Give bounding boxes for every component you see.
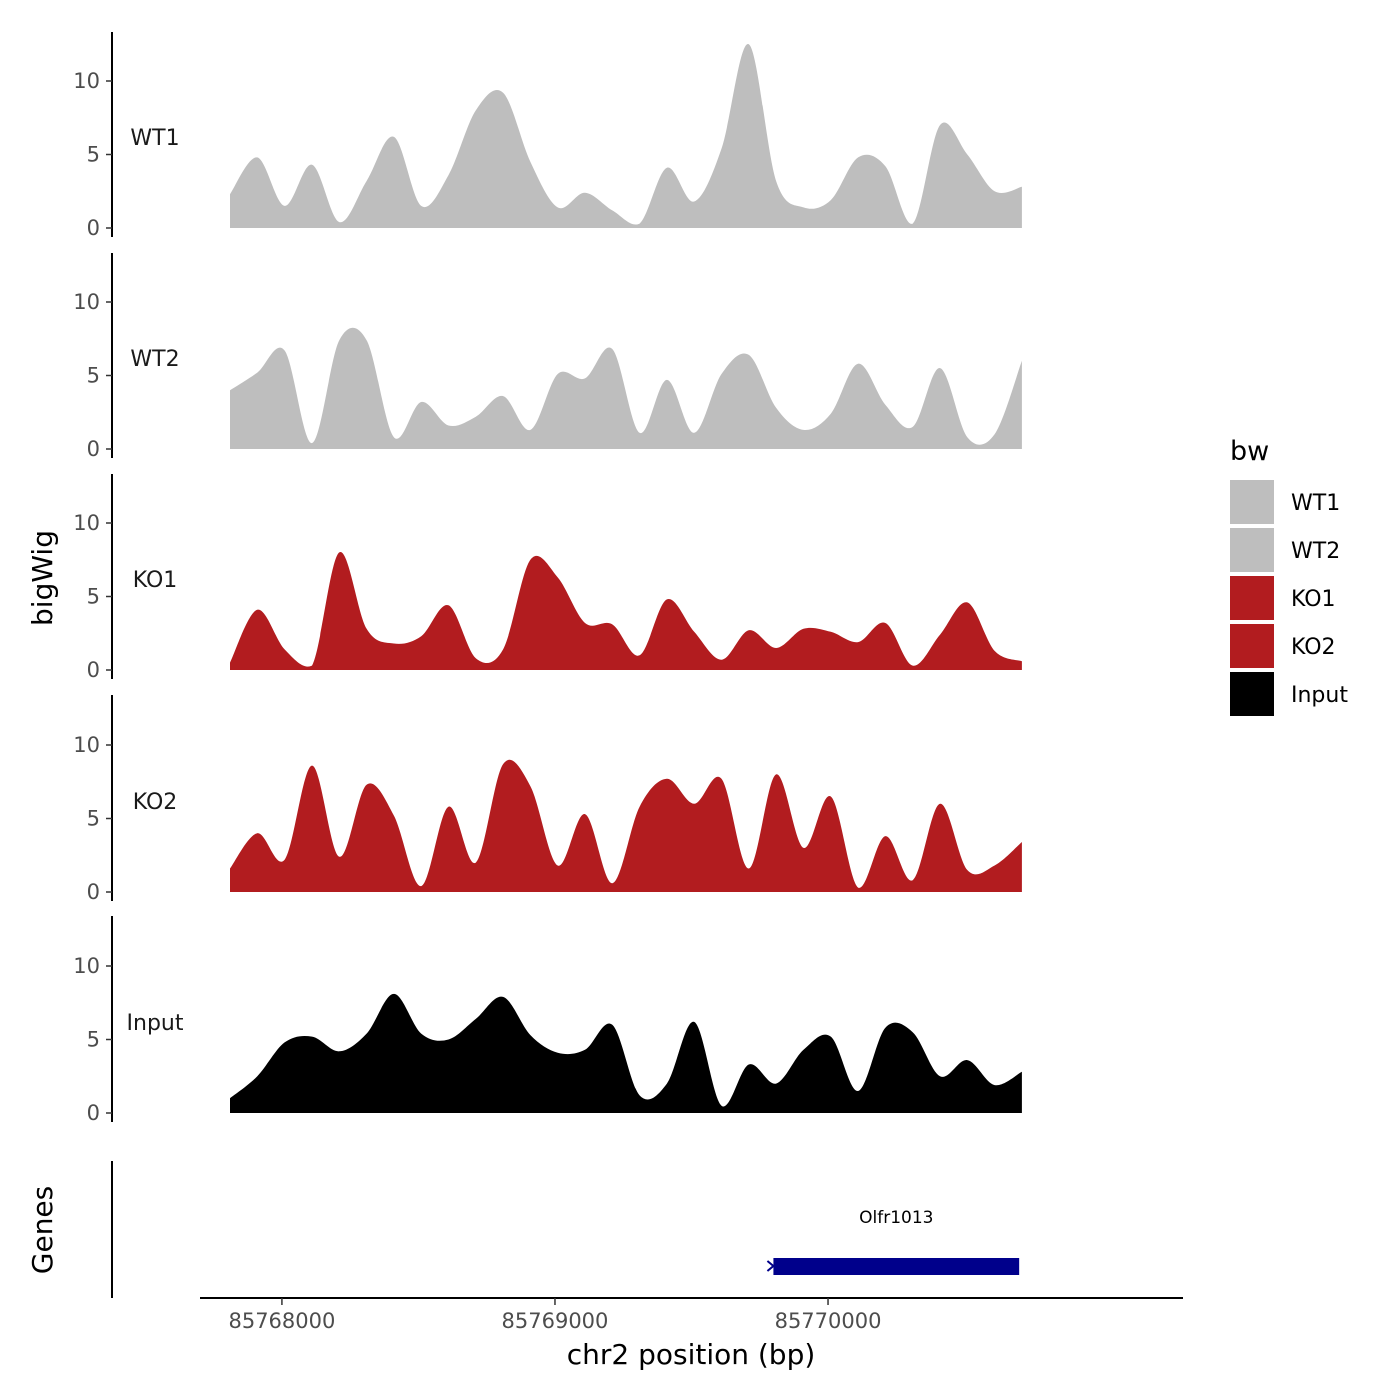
x-ticks: 85768000 85769000 85770000 — [228, 1298, 881, 1333]
signal-area-ko2 — [230, 759, 1022, 892]
legend-items: WT1 WT2 KO1 KO2 Input — [1230, 480, 1348, 716]
genes-axis-title: Genes — [26, 1186, 59, 1274]
track-label: KO1 — [133, 568, 178, 593]
track-label: WT1 — [130, 126, 179, 151]
legend-key-wt2 — [1230, 528, 1274, 572]
y-tick-label: 5 — [87, 143, 100, 167]
gene-body — [773, 1258, 1020, 1275]
y-tick-label: 10 — [73, 733, 100, 757]
legend-key-input — [1230, 672, 1274, 716]
y-tick-label: 0 — [87, 880, 100, 904]
legend-key-ko1 — [1230, 576, 1274, 620]
x-tick-label: 85769000 — [502, 1309, 609, 1333]
y-tick-label: 0 — [87, 216, 100, 240]
gene-label: Olfr1013 — [859, 1208, 933, 1228]
y-tick-label: 10 — [73, 954, 100, 978]
gene-strand-marker — [766, 1260, 775, 1272]
y-tick-label: 0 — [87, 437, 100, 461]
signal-area-wt1 — [230, 44, 1022, 228]
legend-title: bw — [1230, 436, 1269, 467]
y-tick-label: 0 — [87, 658, 100, 682]
track-panels: 0 5 10 WT1 0 5 10 WT2 0 5 10 KO1 0 5 10 KO2 0 5 10 Input — [73, 32, 1022, 1125]
track-input: 0 5 10 Input — [73, 916, 1022, 1125]
signal-area-ko1 — [230, 552, 1022, 670]
signal-area-wt2 — [230, 327, 1022, 449]
legend-label: WT2 — [1291, 539, 1340, 564]
x-tick-label: 85768000 — [228, 1309, 335, 1333]
legend-label: WT1 — [1291, 491, 1340, 516]
track-label: KO2 — [133, 790, 178, 815]
genes-panel: Genes Olfr1013 85768000 85769000 85770000 … — [26, 1161, 1183, 1371]
y-tick-label: 0 — [87, 1101, 100, 1125]
legend: bw WT1 WT2 KO1 KO2 Input — [1230, 436, 1348, 716]
y-tick-label: 5 — [87, 364, 100, 388]
y-axis-title: bigWig — [26, 530, 59, 626]
y-tick-label: 5 — [87, 585, 100, 609]
y-tick-label: 10 — [73, 290, 100, 314]
gene-layer: Olfr1013 — [766, 1208, 1020, 1275]
track-wt1: 0 5 10 WT1 — [73, 32, 1022, 240]
legend-label: KO1 — [1291, 587, 1336, 612]
legend-key-ko2 — [1230, 624, 1274, 668]
x-tick-label: 85770000 — [775, 1309, 882, 1333]
track-label: WT2 — [130, 347, 179, 372]
track-label: Input — [127, 1011, 184, 1036]
y-tick-label: 10 — [73, 511, 100, 535]
y-tick-label: 10 — [73, 69, 100, 93]
y-tick-label: 5 — [87, 1028, 100, 1052]
track-ko2: 0 5 10 KO2 — [73, 695, 1022, 904]
track-ko1: 0 5 10 KO1 — [73, 474, 1022, 682]
y-tick-label: 5 — [87, 807, 100, 831]
legend-label: Input — [1291, 683, 1348, 708]
legend-label: KO2 — [1291, 635, 1336, 660]
legend-key-wt1 — [1230, 480, 1274, 524]
signal-area-input — [230, 993, 1022, 1113]
x-axis-title: chr2 position (bp) — [567, 1338, 816, 1371]
track-wt2: 0 5 10 WT2 — [73, 253, 1022, 461]
